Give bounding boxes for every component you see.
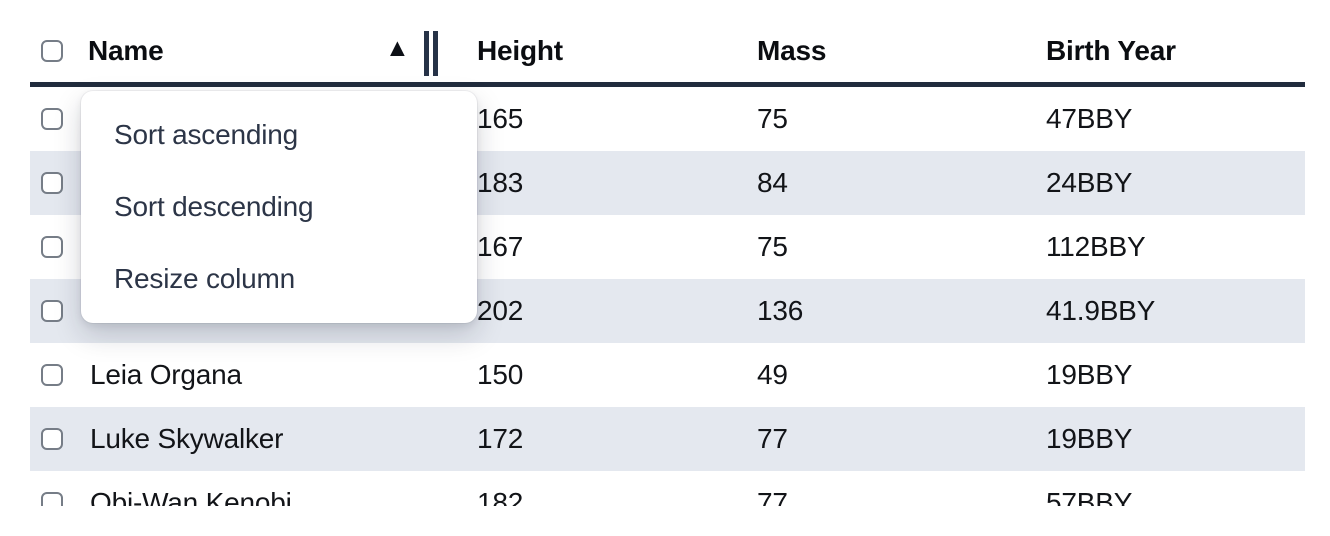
cell-name: Obi-Wan Kenobi xyxy=(90,487,292,507)
row-checkbox[interactable] xyxy=(41,236,63,258)
column-header-height[interactable]: Height xyxy=(477,35,563,66)
menu-item-sort-ascending[interactable]: Sort ascending xyxy=(114,119,298,150)
cell-birth-year: 24BBY xyxy=(1046,167,1133,198)
row-checkbox[interactable] xyxy=(41,108,63,130)
row-checkbox[interactable] xyxy=(41,428,63,450)
cell-birth-year: 57BBY xyxy=(1046,487,1133,507)
cell-mass: 136 xyxy=(757,295,804,326)
row-checkbox[interactable] xyxy=(41,364,63,386)
cell-mass: 49 xyxy=(757,359,788,390)
cell-mass: 75 xyxy=(757,231,788,262)
column-resize-handle-icon[interactable] xyxy=(424,31,439,76)
row-checkbox[interactable] xyxy=(41,492,63,506)
column-context-menu: Sort ascending Sort descending Resize co… xyxy=(81,91,477,323)
cell-mass: 84 xyxy=(757,167,788,198)
cell-birth-year: 19BBY xyxy=(1046,359,1133,390)
cell-height: 167 xyxy=(477,231,524,262)
cell-height: 182 xyxy=(477,487,524,507)
cell-mass: 77 xyxy=(757,423,788,454)
cell-height: 183 xyxy=(477,167,524,198)
menu-item-sort-descending[interactable]: Sort descending xyxy=(114,191,314,222)
table-header-row: Name ▲ Height Mass Birth Year xyxy=(30,0,1305,87)
cell-birth-year: 47BBY xyxy=(1046,103,1133,134)
cell-mass: 77 xyxy=(757,487,788,507)
cell-height: 202 xyxy=(477,295,524,326)
cell-birth-year: 112BBY xyxy=(1046,231,1146,262)
column-header-birth-year[interactable]: Birth Year xyxy=(1046,35,1176,66)
cell-name: Luke Skywalker xyxy=(90,423,284,454)
cell-name: Leia Organa xyxy=(90,359,242,390)
cell-height: 150 xyxy=(477,359,524,390)
cell-height: 165 xyxy=(477,103,524,134)
table-row[interactable]: Obi-Wan Kenobi 182 77 57BBY xyxy=(30,471,1305,506)
cell-mass: 75 xyxy=(757,103,788,134)
sort-ascending-icon[interactable]: ▲ xyxy=(385,34,410,62)
menu-item-resize-column[interactable]: Resize column xyxy=(114,263,296,294)
table-row[interactable]: Luke Skywalker 172 77 19BBY xyxy=(30,407,1305,471)
column-header-mass[interactable]: Mass xyxy=(757,35,827,66)
table-row[interactable]: Leia Organa 150 49 19BBY xyxy=(30,343,1305,407)
cell-height: 172 xyxy=(477,423,524,454)
select-all-checkbox[interactable] xyxy=(41,40,63,62)
row-checkbox[interactable] xyxy=(41,172,63,194)
cell-birth-year: 19BBY xyxy=(1046,423,1133,454)
cell-birth-year: 41.9BBY xyxy=(1046,295,1156,326)
column-header-name[interactable]: Name xyxy=(88,35,164,66)
row-checkbox[interactable] xyxy=(41,300,63,322)
